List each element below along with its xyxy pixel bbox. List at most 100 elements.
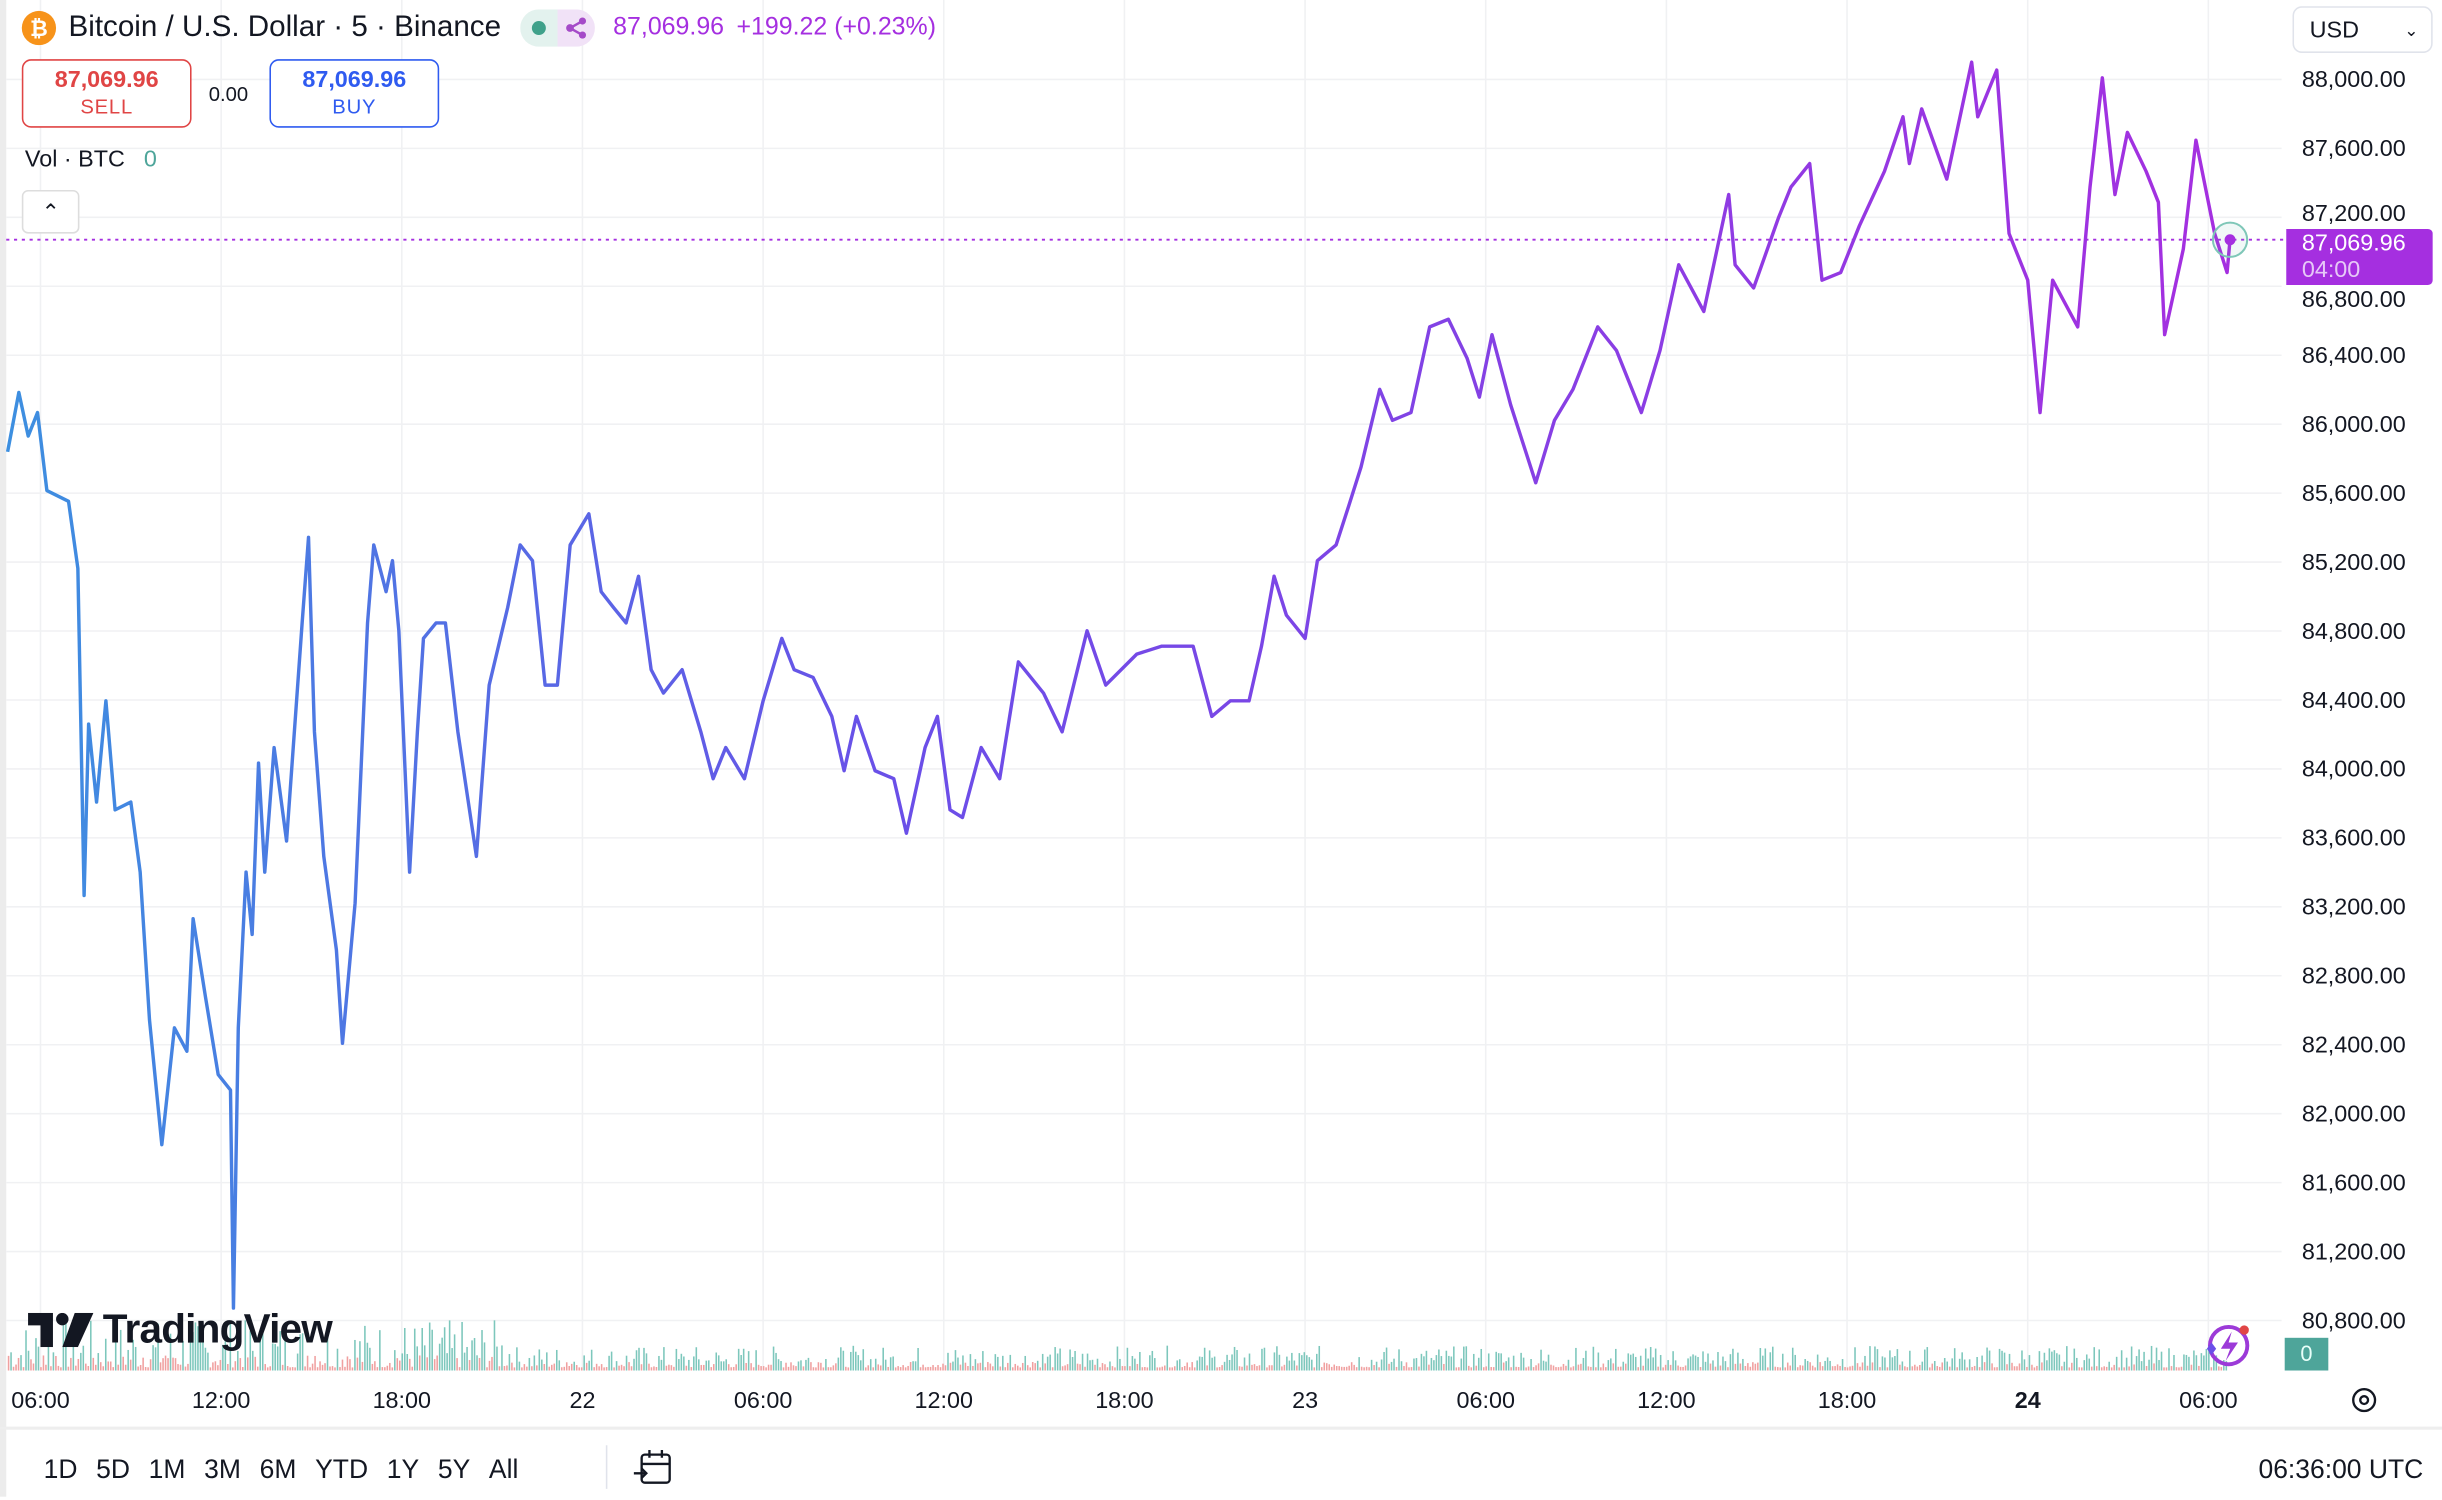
volume-bar: [1602, 1363, 1605, 1371]
volume-bar: [1388, 1363, 1390, 1371]
volume-bar: [1555, 1367, 1557, 1371]
price-chart[interactable]: 88,000.00 87,600.00 87,200.00 86,800.00 86,4…: [0, 0, 2442, 1427]
volume-bar: [132, 1339, 134, 1371]
price-tick-label: 84,800.00: [2302, 618, 2406, 644]
range-button-6m[interactable]: 6M: [259, 1454, 297, 1485]
settings-gear-icon[interactable]: [2349, 1385, 2380, 1416]
volume-bar: [835, 1363, 837, 1371]
volume-bar: [1557, 1367, 1560, 1371]
volume-bar: [1089, 1360, 1091, 1371]
go-to-date-icon[interactable]: [632, 1448, 672, 1485]
volume-bar: [1261, 1348, 1263, 1371]
volume-bar: [1283, 1364, 1286, 1371]
volume-bar: [1769, 1352, 1772, 1371]
volume-bar: [742, 1348, 745, 1371]
utc-clock[interactable]: 06:36:00 UTC: [2258, 1454, 2424, 1485]
range-button-5y[interactable]: 5Y: [437, 1454, 471, 1485]
volume-bar: [1567, 1359, 1570, 1371]
currency-select[interactable]: USD ⌄: [2292, 6, 2433, 53]
range-button-ytd[interactable]: YTD: [315, 1454, 369, 1485]
volume-bar: [1482, 1367, 1485, 1371]
volume-bar: [1173, 1366, 1176, 1371]
volume-bar: [187, 1363, 189, 1371]
volume-bar: [1403, 1366, 1405, 1371]
volume-bar: [1059, 1348, 1061, 1371]
range-button-3m[interactable]: 3M: [204, 1454, 241, 1485]
volume-bar: [57, 1365, 60, 1371]
range-button-all[interactable]: All: [488, 1454, 519, 1485]
volume-bar: [952, 1361, 954, 1371]
volume-bar: [314, 1355, 316, 1371]
volume-bar: [423, 1345, 426, 1371]
volume-bar: [2143, 1351, 2145, 1371]
volume-bar: [266, 1367, 269, 1371]
volume-bar: [428, 1322, 431, 1371]
volume-bar: [1859, 1366, 1861, 1371]
volume-bar: [1836, 1364, 1839, 1371]
volume-bar: [1996, 1367, 1998, 1371]
volume-bar: [1021, 1362, 1024, 1371]
volume-bar: [351, 1367, 354, 1371]
volume-bar: [655, 1367, 658, 1371]
volume-bar: [1492, 1367, 1495, 1371]
volume-bar: [962, 1355, 964, 1371]
volume-bar: [1046, 1356, 1049, 1371]
tradingview-logo[interactable]: TradingView: [28, 1305, 333, 1353]
volume-bar: [610, 1351, 613, 1371]
volume-bar: [1891, 1357, 1894, 1371]
volume-bar: [2208, 1347, 2210, 1371]
volume-bar: [919, 1367, 922, 1371]
volume-bar: [2026, 1366, 2028, 1371]
volume-bar: [134, 1346, 137, 1371]
volume-bar: [553, 1363, 556, 1371]
volume-bar: [1051, 1367, 1054, 1371]
volume-bar: [989, 1363, 992, 1371]
volume-bar: [2218, 1366, 2220, 1371]
volume-bar: [1211, 1357, 1213, 1371]
volume-bar: [939, 1367, 942, 1371]
volume-bar: [1881, 1356, 1884, 1371]
volume-bar: [877, 1364, 879, 1371]
volume-bar: [1682, 1366, 1684, 1371]
volume-bar: [1849, 1366, 1851, 1371]
buy-button[interactable]: 87,069.96 BUY: [269, 59, 440, 128]
volume-bar: [859, 1360, 862, 1371]
volume-bar: [588, 1360, 590, 1371]
lightning-icon[interactable]: [2199, 1321, 2255, 1371]
volume-bar: [1789, 1365, 1792, 1371]
range-button-5d[interactable]: 5D: [96, 1454, 130, 1485]
share-icon[interactable]: [557, 9, 595, 47]
sell-button[interactable]: 87,069.96 SELL: [21, 59, 192, 128]
volume-bar: [75, 1365, 77, 1371]
volume-bar: [1348, 1365, 1350, 1371]
volume-bar: [1485, 1366, 1488, 1371]
volume-bar: [902, 1365, 904, 1371]
volume-bar: [441, 1337, 443, 1371]
symbol-title[interactable]: Bitcoin / U.S. Dollar · 5 · Binance: [68, 10, 502, 44]
spread-value: 0.00: [208, 82, 249, 106]
range-button-1m[interactable]: 1M: [148, 1454, 186, 1485]
volume-bar: [1615, 1348, 1617, 1371]
volume-bar: [1754, 1363, 1757, 1371]
volume-bar: [620, 1364, 623, 1371]
volume-bar: [359, 1341, 361, 1371]
grid-lines: [6, 0, 2282, 1371]
volume-bar: [296, 1353, 299, 1371]
volume-bar: [2198, 1365, 2200, 1371]
volume-bar: [304, 1366, 306, 1371]
volume-bar: [658, 1355, 660, 1371]
time-tick-label: 12:00: [1637, 1387, 1695, 1413]
status-pill[interactable]: [519, 9, 595, 47]
volume-bar: [1774, 1366, 1777, 1371]
volume-bar: [889, 1357, 892, 1371]
collapse-legend-button[interactable]: ⌃: [21, 190, 80, 234]
volume-bar: [1714, 1366, 1717, 1371]
volume-bar: [635, 1350, 638, 1371]
volume-bar: [1956, 1367, 1958, 1371]
volume-bar: [630, 1366, 633, 1371]
volume-bar: [244, 1320, 247, 1371]
volume-bar: [1747, 1363, 1749, 1371]
range-button-1d[interactable]: 1D: [43, 1454, 78, 1485]
range-button-1y[interactable]: 1Y: [386, 1454, 420, 1485]
volume-bar: [1752, 1362, 1754, 1371]
